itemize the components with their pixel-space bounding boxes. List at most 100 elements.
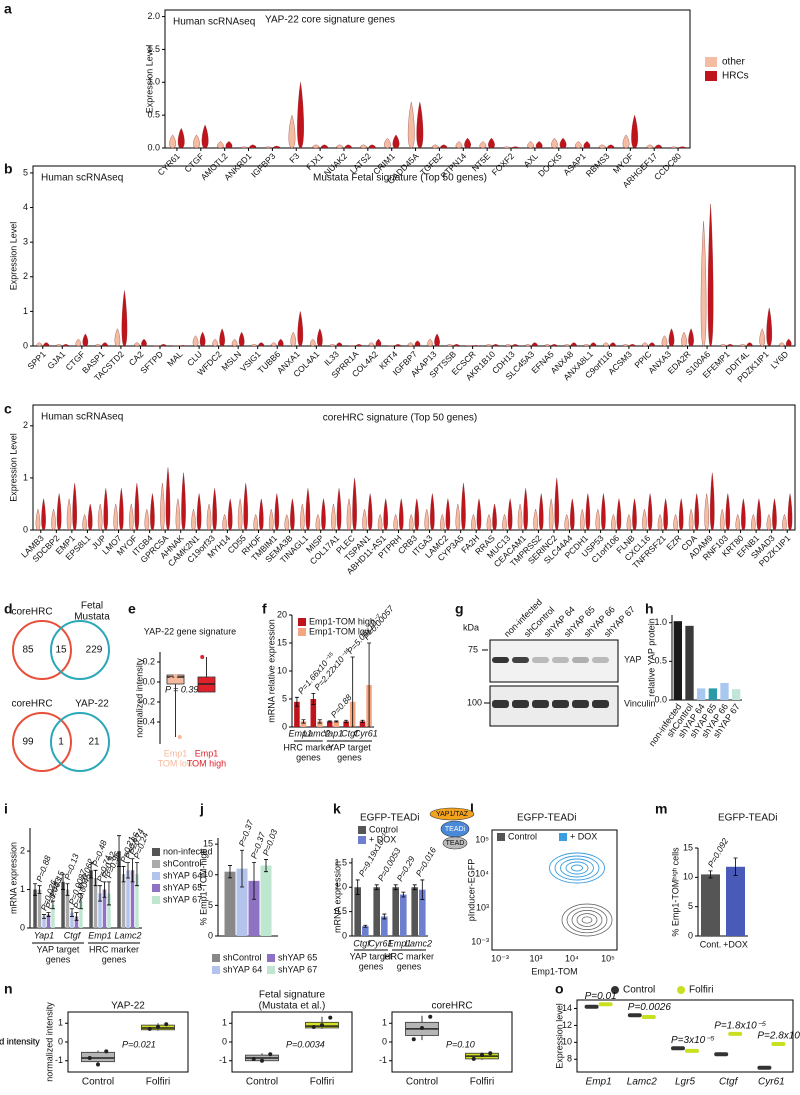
y-axis-label: normalized intensity xyxy=(0,1036,40,1046)
violin xyxy=(129,503,134,531)
y-axis-label: relative YAP protein xyxy=(646,618,656,697)
plot-frame xyxy=(576,999,794,1073)
legend-label: shControl xyxy=(163,858,202,868)
plot-frame xyxy=(67,1011,189,1073)
panel-letter: n xyxy=(4,981,13,997)
legend-label: Emp1-TOM low xyxy=(309,626,372,636)
error-bar xyxy=(708,870,713,879)
y-axis-label: normalized intensity xyxy=(44,1002,54,1082)
point xyxy=(251,1056,256,1061)
violin xyxy=(284,514,289,531)
y-tick-label: 5 xyxy=(23,167,28,177)
violin xyxy=(177,127,185,149)
bar xyxy=(381,916,388,936)
x-tick-label: Folfiri xyxy=(146,1077,170,1088)
violin xyxy=(559,137,567,149)
bar xyxy=(121,874,126,928)
violin xyxy=(227,498,233,531)
x-tick-label: IGFBP3 xyxy=(249,151,278,180)
violin xyxy=(512,344,518,347)
x-tick-label: Ctgf xyxy=(64,930,82,940)
violin xyxy=(564,514,569,531)
violin xyxy=(180,345,186,347)
x-tick-label: Ctgf xyxy=(353,938,371,948)
violin xyxy=(492,344,499,347)
error-bar xyxy=(311,693,316,705)
bar xyxy=(135,874,139,928)
x-tick-label: Control xyxy=(246,1077,278,1088)
bar xyxy=(720,683,729,700)
legend-swatch xyxy=(559,833,567,841)
venn-count: 1 xyxy=(58,737,64,748)
plot-frame xyxy=(391,1011,513,1073)
violin xyxy=(746,342,753,347)
legend-label: + DOX xyxy=(369,834,396,844)
band xyxy=(492,700,509,708)
point xyxy=(164,1022,169,1027)
violin xyxy=(103,488,108,531)
venn-count: 229 xyxy=(86,645,103,656)
violin xyxy=(610,342,616,347)
violin xyxy=(564,344,570,347)
chart-title: Fetal signature xyxy=(259,990,326,1001)
error-bar xyxy=(74,912,79,921)
y-tick-label: -0.4 xyxy=(139,716,155,726)
bar xyxy=(236,868,248,936)
violin xyxy=(392,134,400,149)
bar xyxy=(685,625,694,700)
violin xyxy=(488,137,495,149)
point xyxy=(480,1053,484,1058)
y-tick-label: 0.5 xyxy=(654,656,667,666)
x-tick-label: DOCK5 xyxy=(536,151,564,179)
chart-title: EGFP-TEADi xyxy=(517,813,576,824)
violin xyxy=(288,114,296,149)
violin xyxy=(368,342,375,347)
bar xyxy=(294,701,300,727)
violin xyxy=(517,503,523,531)
violin xyxy=(668,328,675,347)
error-bar xyxy=(412,884,417,891)
venn-left xyxy=(12,712,72,772)
violin xyxy=(97,503,103,531)
violin xyxy=(175,498,181,531)
band xyxy=(532,700,549,708)
violin xyxy=(192,335,199,347)
point xyxy=(208,677,213,681)
error-bar xyxy=(363,924,368,928)
point xyxy=(96,1062,100,1067)
error-bar xyxy=(382,913,387,920)
bar xyxy=(74,916,79,928)
point xyxy=(328,1015,333,1020)
violin xyxy=(466,345,472,347)
band xyxy=(592,700,609,708)
error-bar xyxy=(401,891,406,898)
band xyxy=(532,657,549,663)
violin xyxy=(408,514,414,531)
y-tick-label: 2 xyxy=(23,271,28,281)
band xyxy=(592,657,609,663)
y-tick-label: 0 xyxy=(23,524,28,534)
violin xyxy=(102,342,108,347)
dot xyxy=(728,1031,743,1036)
legend-swatch xyxy=(267,954,275,962)
point xyxy=(177,735,182,739)
violin xyxy=(424,508,429,531)
violin xyxy=(43,342,50,347)
violin xyxy=(554,477,559,531)
panel-letter: o xyxy=(555,981,564,997)
y-axis-label: mRNA expression xyxy=(8,842,18,914)
violin xyxy=(751,514,756,531)
point xyxy=(311,1025,316,1029)
x-tick-label: Lgr5 xyxy=(675,1077,695,1088)
error-bar xyxy=(134,862,139,887)
violin xyxy=(150,493,155,531)
x-tick-label: Ctgf xyxy=(341,728,359,738)
band xyxy=(552,657,569,663)
violin xyxy=(297,311,304,347)
error-bar xyxy=(360,719,365,723)
violin xyxy=(642,508,647,531)
annotation: P=3x10⁻⁵ xyxy=(671,1035,715,1046)
violin xyxy=(222,514,227,531)
icon-label: TEADi xyxy=(445,826,466,833)
plot-frame xyxy=(32,165,796,347)
